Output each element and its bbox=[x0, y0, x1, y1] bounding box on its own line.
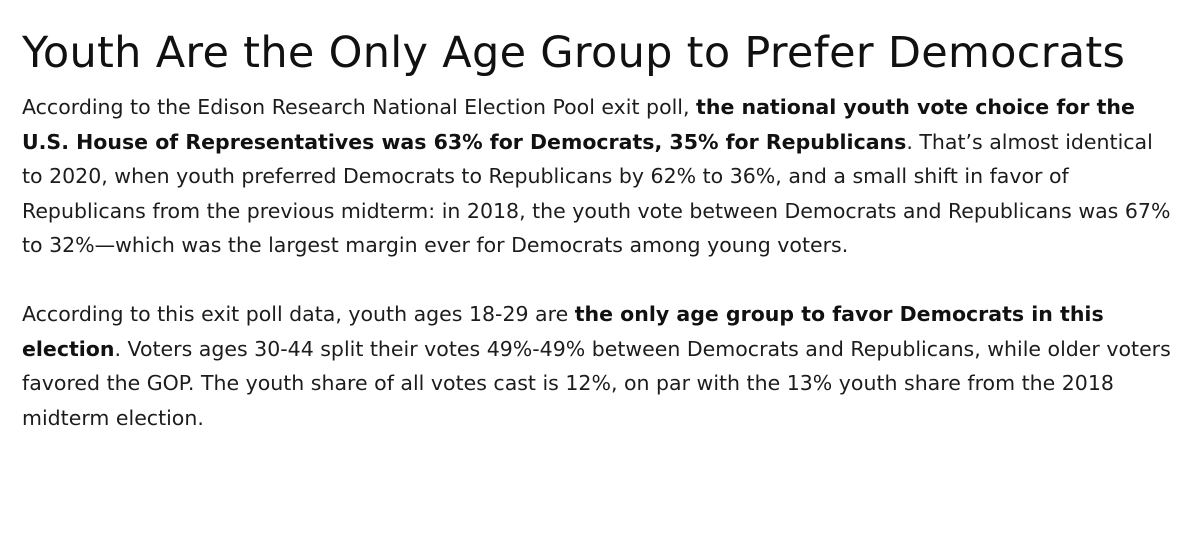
paragraph-age-groups: According to this exit poll data, youth … bbox=[22, 297, 1172, 435]
paragraph-bold-highlight: the national youth vote choice for the U… bbox=[22, 95, 1135, 154]
paragraph-bold-highlight: the only age group to favor Democrats in… bbox=[22, 301, 1104, 361]
article-title: Youth Are the Only Age Group to Prefer D… bbox=[22, 28, 1126, 78]
paragraph-body-text: . Voters ages 30-44 split their votes 49… bbox=[22, 336, 1171, 430]
paragraph-intro-text: According to the Edison Research Nationa… bbox=[22, 95, 697, 119]
paragraph-exit-poll-results: According to the Edison Research Nationa… bbox=[22, 90, 1172, 263]
article: Youth Are the Only Age Group to Prefer D… bbox=[22, 30, 1172, 435]
paragraph-intro-text: According to this exit poll data, youth … bbox=[22, 301, 575, 326]
paragraph-body-text: . That’s almost identical to 2020, when … bbox=[22, 129, 1171, 258]
